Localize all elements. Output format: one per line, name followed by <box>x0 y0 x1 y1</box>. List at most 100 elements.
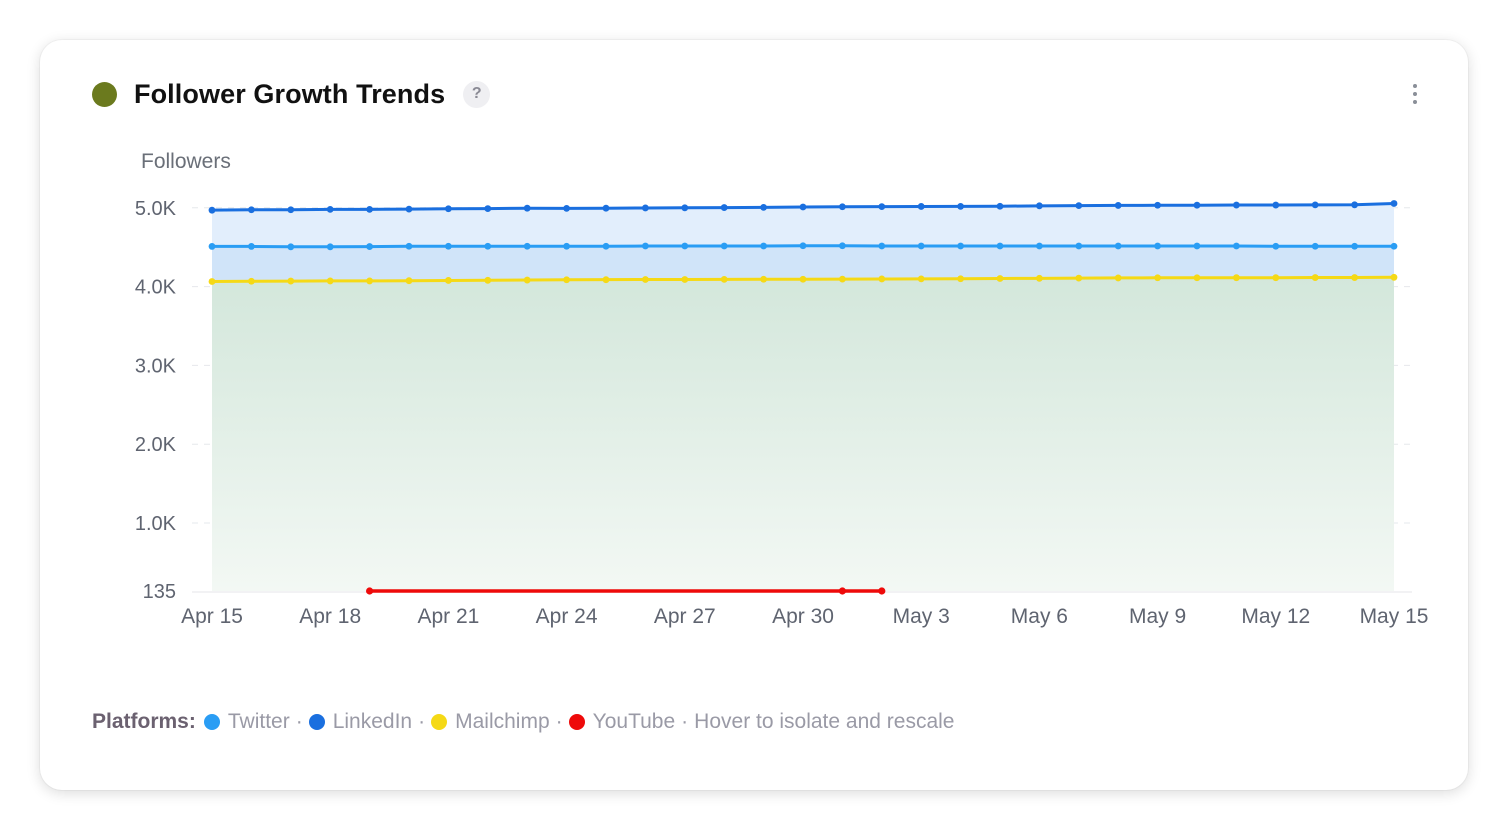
y-tick-label: 4.0K <box>135 277 177 299</box>
data-point-linkedin <box>1075 202 1083 209</box>
data-point-linkedin <box>445 205 452 213</box>
data-point-linkedin <box>287 206 295 214</box>
data-point-linkedin <box>957 202 964 210</box>
data-point-twitter <box>799 242 807 250</box>
data-point-linkedin <box>799 203 807 211</box>
data-point-twitter <box>642 242 649 250</box>
x-tick-label: Apr 24 <box>536 605 598 628</box>
data-point-linkedin <box>523 204 531 212</box>
data-point-linkedin <box>1390 200 1398 207</box>
legend-item-twitter[interactable]: Twitter <box>203 710 290 734</box>
x-tick-label: Apr 15 <box>181 605 243 628</box>
follower-line-chart: Followers 135 1.0K 2.0K 3.0K 4.0K 5.0K Apr 15 Ap… <box>135 150 1429 628</box>
x-tick-label: Apr 18 <box>299 605 361 628</box>
legend-hint: Hover to isolate and rescale <box>694 710 955 733</box>
data-point-linkedin <box>642 204 649 212</box>
data-point-twitter <box>839 242 846 250</box>
data-point-linkedin <box>681 204 689 212</box>
x-tick-label: May 9 <box>1129 605 1186 628</box>
data-point-mailchimp <box>248 277 255 285</box>
data-point-linkedin <box>878 203 886 211</box>
data-point-mailchimp <box>642 276 649 283</box>
card-title: Follower Growth Trends <box>134 78 446 109</box>
data-point-mailchimp <box>760 275 767 283</box>
data-point-linkedin <box>1154 201 1161 209</box>
data-point-youtube <box>366 587 374 595</box>
y-tick-label: 135 <box>143 581 176 603</box>
data-point-linkedin <box>484 205 492 212</box>
data-point-mailchimp <box>563 276 570 284</box>
data-point-mailchimp <box>1390 273 1398 281</box>
data-point-mailchimp <box>1154 274 1161 282</box>
data-point-mailchimp <box>681 276 689 283</box>
data-point-twitter <box>248 243 255 250</box>
legend-swatch-icon <box>203 714 220 730</box>
x-tick-label: May 3 <box>893 605 950 628</box>
data-point-linkedin <box>1036 202 1043 210</box>
data-point-youtube <box>878 587 886 595</box>
x-tick-label: May 6 <box>1011 605 1068 628</box>
data-point-twitter <box>602 242 610 250</box>
legend-item-mailchimp[interactable]: Mailchimp <box>431 710 550 734</box>
data-point-mailchimp <box>1114 274 1122 282</box>
area-mailchimp <box>212 277 1394 591</box>
data-point-mailchimp <box>1233 274 1240 282</box>
data-point-mailchimp <box>839 275 846 283</box>
data-point-twitter <box>917 242 925 250</box>
legend-swatch-icon <box>431 714 448 730</box>
status-dot-icon <box>92 81 117 107</box>
data-point-twitter <box>1351 242 1358 250</box>
data-point-linkedin <box>405 205 413 213</box>
data-point-twitter <box>326 243 334 251</box>
data-point-mailchimp <box>1036 274 1043 282</box>
data-point-mailchimp <box>484 276 492 284</box>
data-point-mailchimp <box>366 277 373 285</box>
data-point-twitter <box>405 242 413 250</box>
data-point-mailchimp <box>878 275 886 283</box>
data-point-twitter <box>563 242 570 250</box>
legend-separator: · <box>681 710 689 733</box>
data-point-twitter <box>208 243 216 250</box>
data-point-linkedin <box>720 204 728 211</box>
y-tick-label: 2.0K <box>135 434 177 456</box>
data-point-twitter <box>287 243 295 251</box>
legend-items: Twitter · LinkedIn · Mailchimp · YouTube · <box>203 710 694 734</box>
data-point-linkedin <box>996 202 1004 210</box>
data-point-mailchimp <box>1272 274 1280 282</box>
chart-legend: Platforms: Twitter · LinkedIn · Mailchimp · Yo… <box>92 710 954 734</box>
data-point-mailchimp <box>720 275 728 283</box>
kebab-menu-icon[interactable] <box>1406 82 1424 106</box>
data-point-linkedin <box>366 205 373 213</box>
y-tick-label: 1.0K <box>135 513 177 535</box>
legend-swatch-icon <box>568 714 585 730</box>
data-point-linkedin <box>326 205 334 213</box>
legend-item-label: Twitter <box>227 710 290 733</box>
data-point-twitter <box>1154 242 1161 250</box>
data-point-mailchimp <box>799 275 807 283</box>
data-point-twitter <box>523 242 531 250</box>
data-point-linkedin <box>1351 201 1358 209</box>
data-point-linkedin <box>1233 201 1240 209</box>
legend-item-youtube[interactable]: YouTube <box>568 710 675 734</box>
data-point-twitter <box>1193 242 1201 250</box>
legend-swatch-icon <box>308 714 325 730</box>
data-point-mailchimp <box>602 276 610 284</box>
data-point-linkedin <box>1114 202 1122 209</box>
data-point-twitter <box>484 242 492 250</box>
data-point-mailchimp <box>1351 274 1358 281</box>
legend-item-linkedin[interactable]: LinkedIn <box>308 710 412 734</box>
legend-separator: · <box>555 710 563 733</box>
data-point-twitter <box>1390 242 1398 250</box>
data-point-youtube <box>838 587 847 595</box>
help-icon[interactable]: ? <box>463 80 491 108</box>
data-point-mailchimp <box>1075 274 1083 282</box>
data-point-twitter <box>1036 242 1043 250</box>
card-header: Follower Growth Trends ? <box>92 78 491 110</box>
x-tick-label: Apr 30 <box>772 605 834 628</box>
follower-growth-card: Follower Growth Trends ? Followers 135 1.0… <box>40 40 1468 790</box>
y-tick-label: 3.0K <box>135 355 177 377</box>
data-point-twitter <box>878 242 886 250</box>
data-point-mailchimp <box>208 278 216 285</box>
data-point-mailchimp <box>1193 274 1201 282</box>
data-point-twitter <box>366 243 373 250</box>
